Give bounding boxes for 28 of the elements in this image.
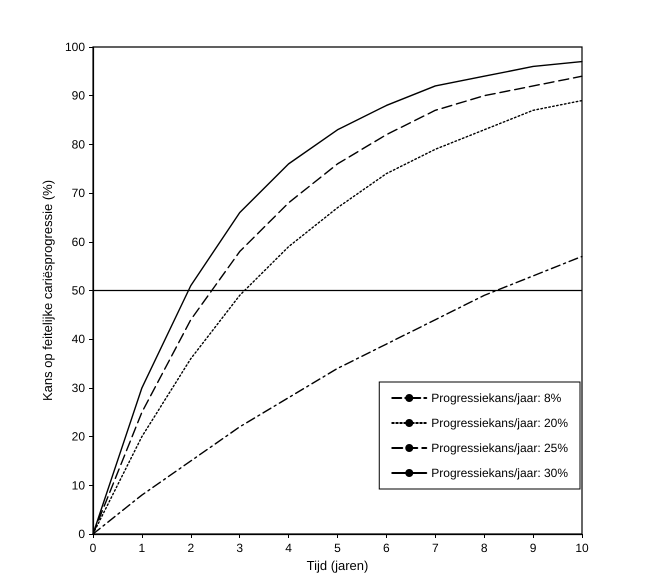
x-tick-label: 10 (575, 541, 589, 555)
y-tick-label: 70 (72, 186, 86, 200)
x-tick-label: 5 (334, 541, 342, 555)
x-tick-label: 2 (187, 541, 194, 555)
x-tick-label: 7 (432, 541, 439, 555)
y-axis-title: Kans op feitelijke cariësprogressie (%) (40, 180, 56, 402)
x-tick-label: 1 (138, 541, 146, 555)
y-tick-label: 80 (72, 137, 86, 152)
legend-label: Progressiekans/jaar: 30% (431, 466, 568, 480)
x-tick-label: 6 (383, 541, 390, 555)
y-tick-label: 20 (72, 430, 86, 444)
y-tick-label: 40 (72, 332, 86, 346)
y-tick-label: 90 (72, 88, 86, 103)
x-tick-label: 4 (285, 541, 292, 555)
y-tick-label: 10 (72, 478, 86, 492)
x-tick-label: 3 (236, 541, 244, 555)
y-tick-label: 100 (64, 40, 86, 54)
y-tick-label: 0 (78, 527, 86, 541)
y-tick-label: 60 (72, 234, 86, 249)
legend-label: Progressiekans/jaar: 20% (431, 416, 568, 430)
x-tick-label: 9 (530, 541, 537, 555)
legend-label: Progressiekans/jaar: 25% (431, 441, 568, 455)
x-tick-label: 8 (480, 541, 488, 555)
x-axis-title: Tijd (jaren) (306, 558, 368, 573)
y-tick-label: 50 (72, 284, 86, 298)
legend-label: Progressiekans/jaar: 8% (431, 391, 562, 405)
x-tick-label: 0 (90, 541, 97, 555)
y-tick-label: 30 (72, 380, 86, 395)
